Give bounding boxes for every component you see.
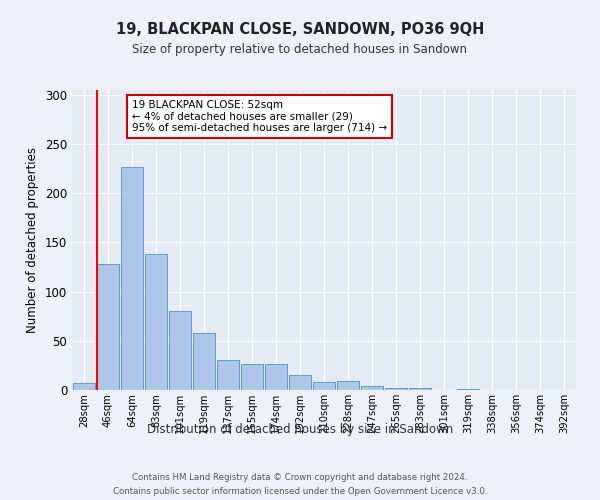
Bar (289, 375, 311, 390)
Text: 19 BLACKPAN CLOSE: 52sqm
← 4% of detached houses are smaller (29)
95% of semi-de: 19 BLACKPAN CLOSE: 52sqm ← 4% of detache… (132, 100, 387, 133)
Bar (313, 382, 335, 390)
Bar (385, 388, 407, 390)
Bar (409, 388, 431, 390)
Bar (169, 312, 191, 390)
Bar (241, 364, 263, 390)
Y-axis label: Number of detached properties: Number of detached properties (26, 147, 40, 333)
Bar (73, 383, 95, 390)
Bar (265, 364, 287, 390)
Text: Distribution of detached houses by size in Sandown: Distribution of detached houses by size … (147, 422, 453, 436)
Text: Contains HM Land Registry data © Crown copyright and database right 2024.: Contains HM Land Registry data © Crown c… (132, 472, 468, 482)
Bar (121, 166, 143, 390)
Bar (217, 360, 239, 390)
Bar (193, 333, 215, 390)
Text: Size of property relative to detached houses in Sandown: Size of property relative to detached ho… (133, 42, 467, 56)
Bar (145, 254, 167, 390)
Text: Contains public sector information licensed under the Open Government Licence v3: Contains public sector information licen… (113, 488, 487, 496)
Bar (337, 381, 359, 390)
Bar (361, 386, 383, 390)
Text: 19, BLACKPAN CLOSE, SANDOWN, PO36 9QH: 19, BLACKPAN CLOSE, SANDOWN, PO36 9QH (116, 22, 484, 38)
Bar (97, 264, 119, 390)
Bar (457, 389, 479, 390)
